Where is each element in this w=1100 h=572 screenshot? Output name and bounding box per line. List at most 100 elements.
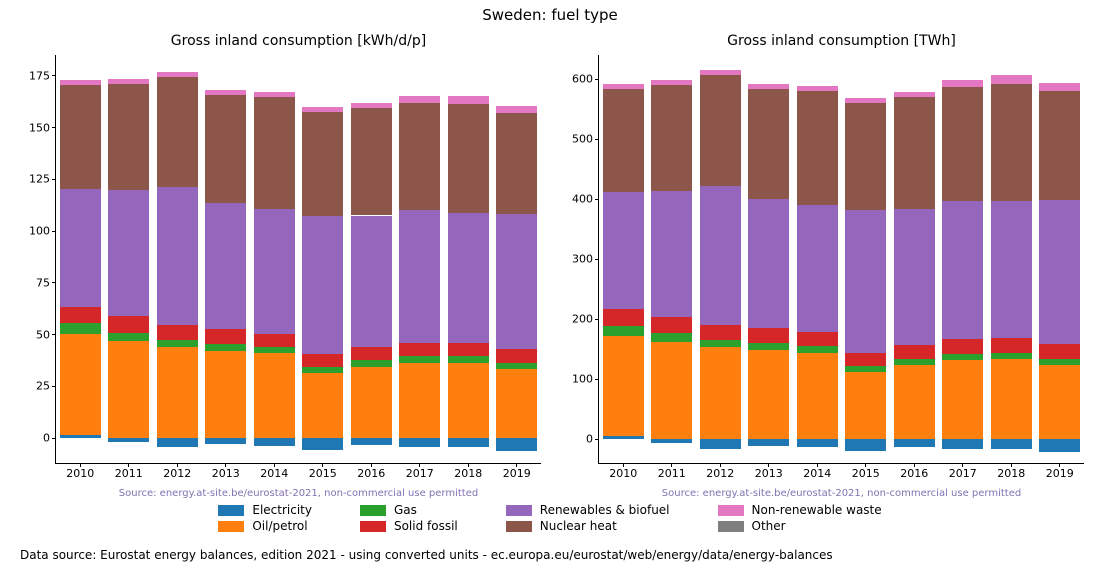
legend-label: Electricity — [252, 503, 312, 517]
bar-segment-oilpetrol — [1039, 365, 1080, 439]
bar-segment-electricity — [60, 435, 101, 438]
bar-segment-nonren_waste — [748, 84, 789, 89]
bar-segment-renewables — [108, 190, 149, 316]
bar-segment-nonren_waste — [351, 103, 392, 108]
legend-item-renewables: Renewables & biofuel — [506, 503, 670, 517]
bar-segment-nonren_waste — [157, 72, 198, 77]
bar-segment-gas — [254, 347, 295, 353]
bar-segment-nonren_waste — [496, 106, 537, 113]
bar-segment-solidfossil — [651, 317, 692, 334]
legend-item-nonren_waste: Non-renewable waste — [718, 503, 882, 517]
bar-segment-gas — [351, 360, 392, 366]
subplot-left-source: Source: energy.at-site.be/eurostat-2021,… — [56, 488, 541, 499]
xtick-label: 2012 — [706, 463, 734, 480]
legend-item-other: Other — [718, 519, 882, 533]
bar-segment-electricity — [797, 439, 838, 447]
legend-item-electricity: Electricity — [218, 503, 312, 517]
xtick-label: 2010 — [66, 463, 94, 480]
bar-segment-solidfossil — [351, 347, 392, 360]
bar-segment-oilpetrol — [351, 367, 392, 438]
bar-segment-nonren_waste — [603, 84, 644, 89]
bar-segment-nuclear — [651, 85, 692, 191]
ytick-label: 100 — [29, 225, 56, 238]
xtick-label: 2011 — [658, 463, 686, 480]
bar-segment-oilpetrol — [991, 359, 1032, 439]
legend-label: Renewables & biofuel — [540, 503, 670, 517]
bar-segment-solidfossil — [108, 316, 149, 333]
bar-segment-gas — [399, 356, 440, 362]
bar-segment-nuclear — [1039, 91, 1080, 200]
bar-segment-solidfossil — [748, 328, 789, 343]
bar-segment-nonren_waste — [448, 96, 489, 103]
bar-segment-renewables — [157, 187, 198, 326]
bar-segment-gas — [942, 354, 983, 361]
xtick-label: 2018 — [997, 463, 1025, 480]
bar-segment-electricity — [942, 439, 983, 449]
bar-segment-solidfossil — [60, 307, 101, 324]
legend-label: Nuclear heat — [540, 519, 617, 533]
bar-segment-gas — [991, 353, 1032, 360]
bar-segment-nuclear — [205, 95, 246, 203]
bar-segment-nuclear — [700, 75, 741, 185]
bar-segment-nonren_waste — [302, 107, 343, 112]
legend-item-oilpetrol: Oil/petrol — [218, 519, 312, 533]
bar-segment-gas — [157, 340, 198, 347]
bar-segment-oilpetrol — [254, 353, 295, 438]
ytick-label: 0 — [586, 433, 599, 446]
bar-segment-renewables — [991, 201, 1032, 338]
bar-segment-electricity — [157, 438, 198, 447]
bar-segment-nuclear — [254, 97, 295, 209]
bar-segment-gas — [651, 333, 692, 341]
xtick-label: 2016 — [900, 463, 928, 480]
ytick-label: 600 — [572, 73, 599, 86]
bar-segment-solidfossil — [448, 343, 489, 356]
bar-segment-nonren_waste — [942, 80, 983, 87]
xtick-label: 2010 — [609, 463, 637, 480]
bar-segment-solidfossil — [496, 349, 537, 362]
bar-segment-solidfossil — [894, 345, 935, 359]
bar-segment-nuclear — [748, 89, 789, 199]
legend-swatch — [506, 505, 532, 516]
bar-segment-nuclear — [603, 89, 644, 192]
footer-citation: Data source: Eurostat energy balances, e… — [20, 548, 833, 562]
subplot-right-source: Source: energy.at-site.be/eurostat-2021,… — [599, 488, 1084, 499]
bar-segment-solidfossil — [302, 354, 343, 366]
bar-segment-solidfossil — [157, 325, 198, 339]
xtick-label: 2017 — [949, 463, 977, 480]
ytick-label: 75 — [36, 276, 56, 289]
bar-segment-solidfossil — [991, 338, 1032, 352]
bar-segment-gas — [700, 340, 741, 347]
bar-segment-electricity — [700, 439, 741, 449]
bar-segment-renewables — [448, 213, 489, 342]
legend-swatch — [718, 505, 744, 516]
bar-segment-oilpetrol — [205, 351, 246, 438]
bar-segment-renewables — [1039, 200, 1080, 344]
legend-item-gas: Gas — [360, 503, 458, 517]
bar-segment-gas — [496, 363, 537, 369]
bar-segment-nuclear — [108, 84, 149, 190]
bar-segment-nonren_waste — [797, 86, 838, 91]
bar-segment-electricity — [496, 438, 537, 450]
bar-segment-nuclear — [845, 103, 886, 210]
bar-segment-oilpetrol — [603, 336, 644, 436]
bar-segment-nonren_waste — [894, 92, 935, 97]
bar-segment-renewables — [60, 189, 101, 307]
xtick-label: 2014 — [803, 463, 831, 480]
ytick-label: 400 — [572, 193, 599, 206]
bar-segment-nuclear — [496, 113, 537, 214]
bar-segment-nonren_waste — [651, 80, 692, 85]
bar-segment-solidfossil — [1039, 344, 1080, 358]
bar-segment-electricity — [254, 438, 295, 446]
bar-segment-nonren_waste — [1039, 83, 1080, 91]
subplot-right-plotarea — [599, 55, 1084, 463]
bar-segment-nuclear — [399, 103, 440, 211]
bar-segment-renewables — [797, 205, 838, 332]
ytick-label: 100 — [572, 373, 599, 386]
bar-segment-renewables — [205, 203, 246, 329]
bar-segment-oilpetrol — [448, 363, 489, 439]
bar-segment-electricity — [1039, 439, 1080, 452]
xtick-label: 2011 — [115, 463, 143, 480]
bar-segment-gas — [60, 323, 101, 333]
bar-segment-gas — [603, 326, 644, 336]
legend-swatch — [718, 521, 744, 532]
